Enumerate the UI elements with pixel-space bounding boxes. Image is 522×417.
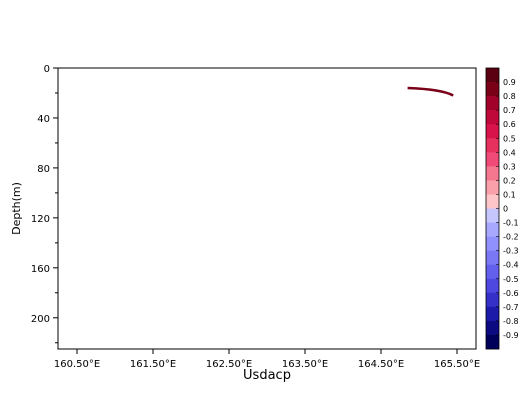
colorbar-swatch (486, 68, 499, 83)
colorbar-swatch (486, 278, 499, 294)
colorbar: 0.9 0.8 0.7 0.6 0.5 0.4 0.3 0.2 0.1 0 -0.1 -0.2 -0.3… (485, 67, 519, 350)
colorbar-label: -0.5 (503, 275, 519, 284)
colorbar-label: 0.6 (503, 120, 516, 129)
colorbar-swatch (486, 334, 499, 350)
colorbar-label: -0.7 (503, 303, 519, 312)
colorbar-swatch (486, 306, 499, 322)
colorbar-label: 0.4 (503, 148, 516, 157)
x-tick-label: 164.50°E (358, 359, 404, 370)
colorbar-swatch (486, 292, 499, 308)
colorbar-label: 0.7 (503, 106, 516, 115)
colorbar-swatch (486, 166, 499, 181)
colorbar-label: -0.1 (503, 219, 519, 228)
x-tick-label: 165.50°E (434, 359, 480, 370)
y-axis: 0 40 80 120 160 200 (31, 64, 58, 344)
x-axis: 160.50°E 161.50°E 162.50°E 163.50°E 164.50°E… (54, 349, 480, 370)
y-tick-label: 120 (31, 214, 50, 225)
colorbar-label: -0.9 (503, 331, 519, 340)
colorbar-label: 0.3 (503, 162, 516, 171)
colorbar-swatch (486, 194, 499, 209)
colorbar-swatch (486, 152, 499, 167)
y-tick-label: 200 (31, 314, 50, 325)
y-tick-label: 0 (44, 64, 50, 75)
chart-title: Usdacp (243, 368, 291, 383)
colorbar-swatch (486, 180, 499, 195)
colorbar-label: -0.6 (503, 289, 519, 298)
colorbar-swatch (486, 264, 499, 280)
x-tick-label: 162.50°E (206, 359, 252, 370)
colorbar-label: 0 (503, 205, 508, 214)
y-tick-label: 80 (37, 164, 50, 175)
x-tick-label: 160.50°E (54, 359, 100, 370)
colorbar-label: -0.2 (503, 233, 519, 242)
y-axis-title: Depth(m) (10, 182, 23, 235)
colorbar-label: -0.3 (503, 247, 519, 256)
colorbar-label: -0.8 (503, 317, 519, 326)
y-tick-label: 160 (31, 264, 50, 275)
colorbar-swatch (486, 96, 499, 111)
colorbar-swatch (486, 208, 499, 223)
colorbar-swatch (486, 236, 499, 251)
missing-data-gap (388, 186, 442, 349)
colorbar-swatch (486, 320, 499, 336)
colorbar-label: 0.9 (503, 78, 516, 87)
y-tick-label: 40 (37, 114, 50, 125)
x-tick-label: 163.50°E (282, 359, 328, 370)
colorbar-swatch (486, 222, 499, 237)
missing-data-gap (207, 86, 216, 349)
plot-frame (57, 67, 477, 350)
colorbar-swatch (486, 110, 499, 125)
x-tick-label: 161.50°E (130, 359, 176, 370)
colorbar-label: 0.1 (503, 190, 516, 199)
surface-high-streak (407, 86, 454, 97)
colorbar-swatch (486, 124, 499, 139)
missing-data-gap (75, 130, 99, 349)
missing-data-gap (238, 86, 258, 349)
colorbar-swatch (486, 82, 499, 97)
colorbar-label: 0.5 (503, 134, 516, 143)
colorbar-label: 0.2 (503, 176, 516, 185)
colorbar-label: -0.4 (503, 261, 519, 270)
colorbar-label: 0.8 (503, 92, 516, 101)
colorbar-swatch (486, 138, 499, 153)
missing-data-regions (58, 68, 476, 349)
colorbar-swatch (486, 250, 499, 265)
top-blank-band (58, 68, 476, 87)
